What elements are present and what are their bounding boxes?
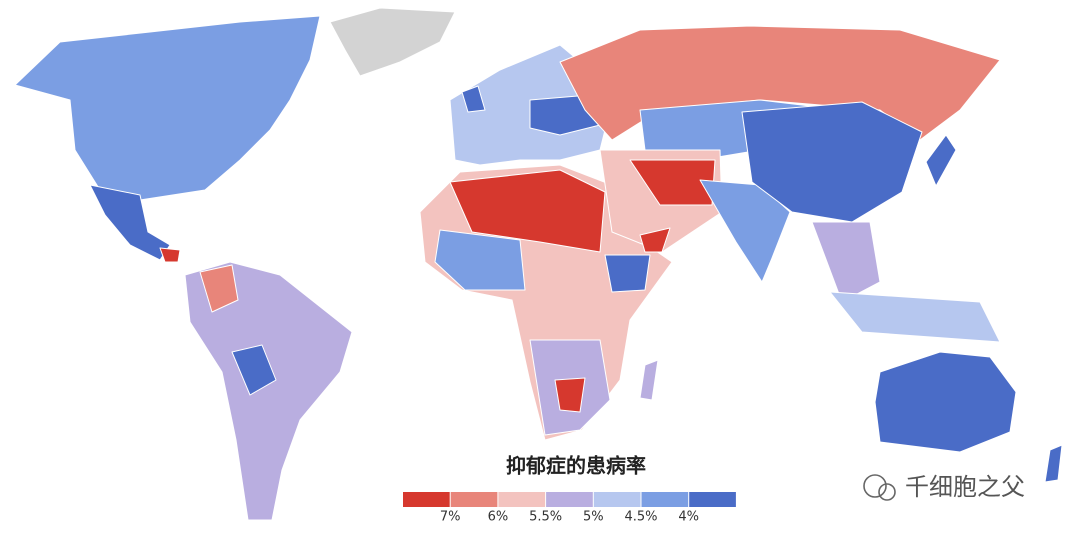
west-africa [434, 229, 526, 291]
south-america [184, 261, 353, 521]
uk [461, 85, 486, 113]
legend-label: 4% [678, 510, 699, 525]
legend-swatch [689, 492, 736, 507]
legend: 7% 6% 5.5% 5% 4.5% 4% [403, 492, 736, 525]
legend-title: 抑郁症的患病率 [506, 454, 646, 478]
legend-label: 6% [488, 510, 509, 525]
yemen [639, 227, 671, 253]
north-africa [449, 169, 606, 253]
colombia [199, 264, 239, 313]
watermark-text: 千细胞之父 [905, 473, 1025, 501]
legend-label: 5% [583, 510, 604, 525]
countries [14, 7, 1063, 521]
japan [925, 134, 957, 187]
south-africa [554, 377, 586, 413]
legend-swatch [403, 492, 450, 507]
legend-label: 4.5% [624, 510, 657, 525]
legend-swatch [641, 492, 689, 507]
southeast-asia [811, 221, 881, 303]
greenland [329, 7, 456, 77]
china [741, 101, 923, 223]
legend-swatch [450, 492, 498, 507]
iran [629, 159, 716, 206]
legend-swatch [593, 492, 641, 507]
new-zealand [1044, 444, 1063, 483]
madagascar [639, 359, 659, 401]
australia [874, 351, 1017, 453]
indonesia [829, 291, 1001, 343]
watermark-icon [863, 474, 887, 498]
russia [559, 25, 1001, 141]
east-africa [604, 254, 651, 293]
watermark: 千细胞之父 [863, 473, 1025, 501]
legend-label: 7% [440, 510, 461, 525]
watermark-icon [878, 483, 896, 501]
central-america [159, 247, 181, 263]
bolivia [231, 344, 277, 396]
legend-swatch [498, 492, 546, 507]
north-america [14, 15, 321, 201]
legend-swatch [546, 492, 593, 507]
legend-label: 5.5% [529, 510, 562, 525]
